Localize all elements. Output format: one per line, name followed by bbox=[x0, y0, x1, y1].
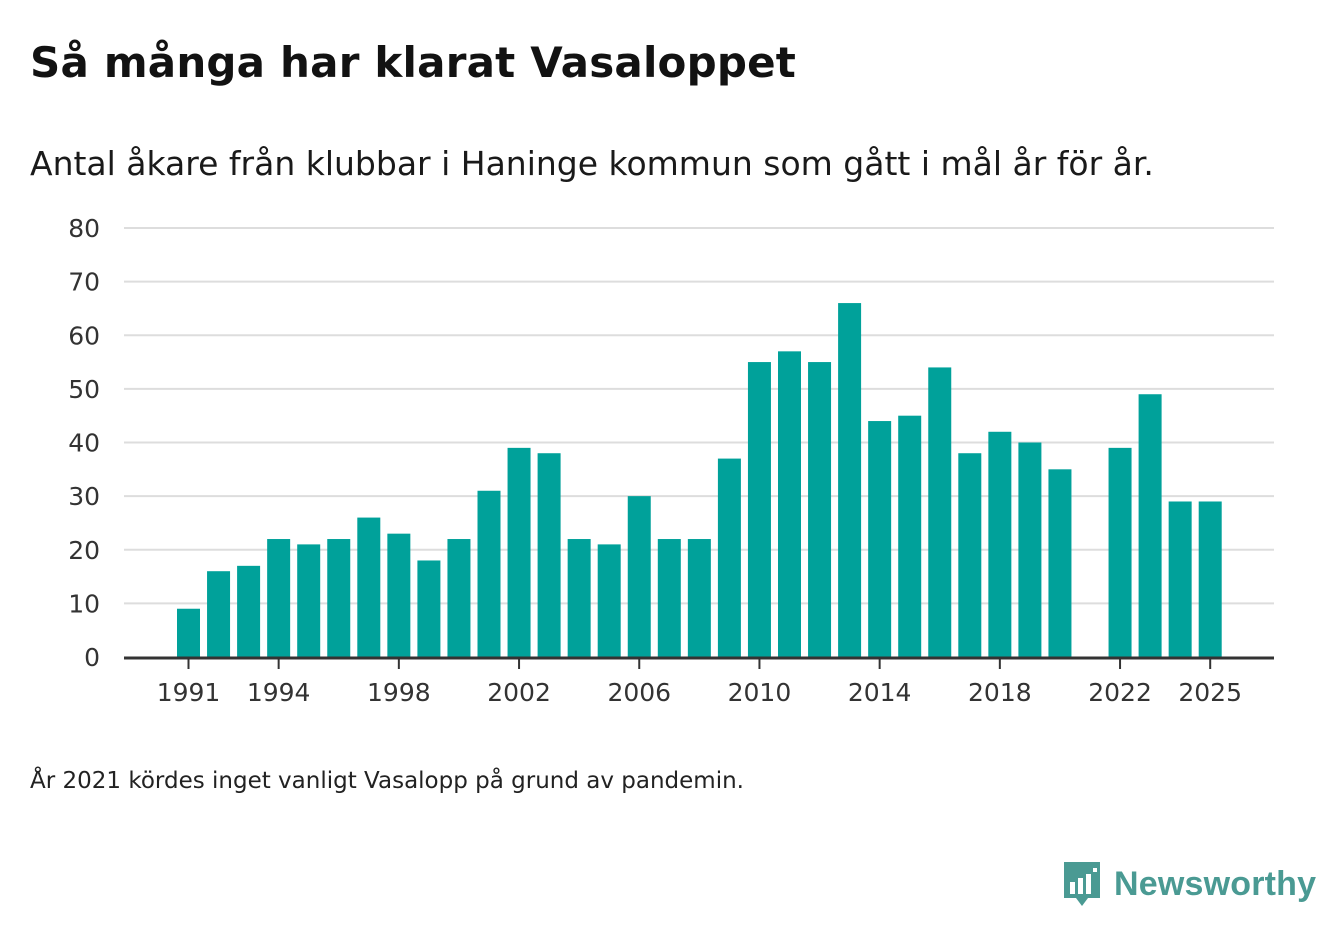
bar bbox=[537, 453, 561, 657]
chart-title: Så många har klarat Vasaloppet bbox=[30, 38, 797, 87]
y-tick-label: 80 bbox=[68, 214, 100, 243]
bar bbox=[958, 453, 982, 657]
bar bbox=[597, 544, 621, 657]
bar bbox=[387, 533, 411, 657]
x-tick-label: 2010 bbox=[728, 678, 792, 707]
bar bbox=[988, 431, 1012, 657]
bar bbox=[1198, 501, 1222, 657]
bar bbox=[868, 421, 892, 657]
bar bbox=[778, 351, 801, 657]
bar bbox=[747, 362, 771, 657]
x-tick-label: 1991 bbox=[157, 678, 221, 707]
bar-chart: 0 10 20 30 40 50 60 70 80 1991 1994 1998 2002 2006 201… bbox=[68, 214, 1274, 707]
y-tick-label: 40 bbox=[68, 429, 100, 458]
bar bbox=[417, 560, 441, 657]
bar bbox=[207, 571, 231, 657]
axis-layer: 0 10 20 30 40 50 60 70 80 1991 1994 1998 2002 2006 201… bbox=[68, 214, 1274, 707]
x-tick-label: 2022 bbox=[1088, 678, 1152, 707]
bar bbox=[898, 415, 922, 657]
brand-logo: Newsworthy bbox=[1062, 860, 1316, 908]
bar bbox=[327, 539, 351, 657]
bar-chart-speech-bubble-icon bbox=[1064, 862, 1100, 906]
bar bbox=[447, 539, 471, 657]
bar bbox=[687, 539, 711, 657]
y-tick-label: 20 bbox=[68, 536, 100, 565]
footnote: År 2021 kördes inget vanligt Vasalopp på… bbox=[30, 768, 744, 794]
bar bbox=[567, 539, 591, 657]
bar bbox=[838, 303, 862, 657]
bar bbox=[657, 539, 681, 657]
y-tick-label: 0 bbox=[84, 643, 100, 672]
x-tick-label: 2002 bbox=[487, 678, 551, 707]
y-tick-label: 50 bbox=[68, 375, 100, 404]
x-tick-label: 2018 bbox=[968, 678, 1032, 707]
y-tick-label: 60 bbox=[68, 321, 100, 350]
bar bbox=[627, 496, 651, 657]
bar bbox=[357, 517, 381, 657]
brand-name: Newsworthy bbox=[1114, 864, 1317, 903]
bar-layer bbox=[177, 303, 1222, 657]
bar bbox=[477, 490, 501, 657]
x-tick-label: 2025 bbox=[1178, 678, 1242, 707]
bar bbox=[237, 565, 261, 657]
bar bbox=[928, 367, 952, 657]
bar bbox=[1138, 394, 1162, 657]
bar bbox=[1018, 442, 1042, 657]
chart-subtitle: Antal åkare från klubbar i Haninge kommu… bbox=[30, 144, 1154, 183]
bar bbox=[717, 458, 741, 657]
x-tick-label: 2006 bbox=[607, 678, 671, 707]
y-tick-label: 70 bbox=[68, 268, 100, 297]
bar bbox=[1048, 469, 1072, 657]
bar bbox=[808, 362, 832, 657]
y-tick-label: 30 bbox=[68, 482, 100, 511]
x-tick-label: 1998 bbox=[367, 678, 431, 707]
y-tick-label: 10 bbox=[68, 589, 100, 618]
bar bbox=[297, 544, 321, 657]
bar bbox=[1168, 501, 1192, 657]
bar bbox=[507, 447, 531, 657]
bar bbox=[1108, 447, 1132, 657]
bar bbox=[177, 608, 200, 657]
x-tick-label: 2014 bbox=[848, 678, 912, 707]
bar bbox=[267, 539, 291, 657]
x-tick-label: 1994 bbox=[247, 678, 311, 707]
